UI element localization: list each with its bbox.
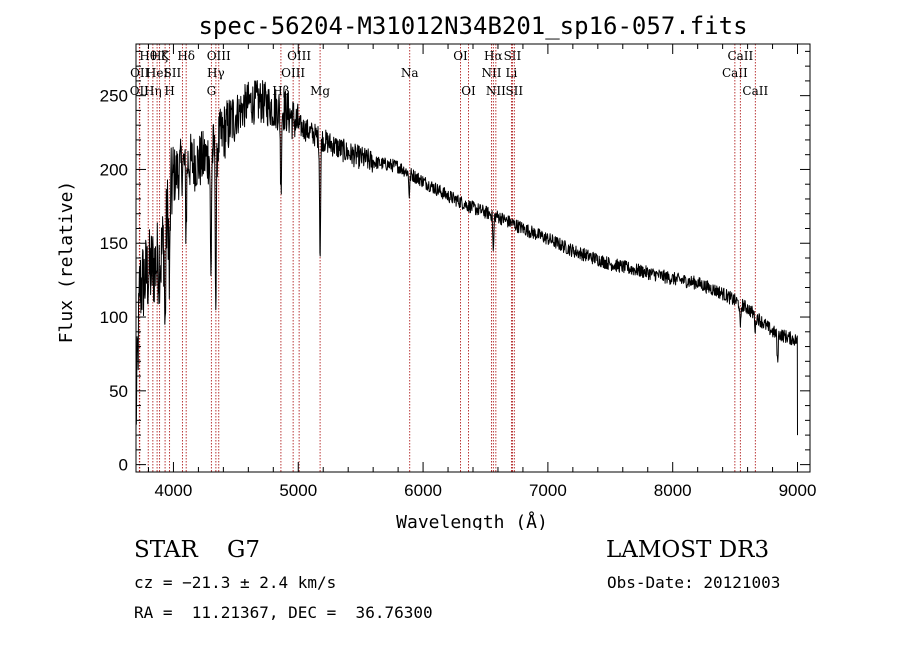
line-marker-label: HeI: [146, 66, 169, 80]
line-marker-label: K: [161, 49, 171, 63]
y-tick-label: 0: [119, 456, 128, 475]
y-tick-label: 100: [100, 308, 128, 327]
sky-coordinates: RA = 11.21367, DEC = 36.76300: [134, 603, 433, 622]
line-marker-label: Hζ: [151, 49, 168, 63]
line-marker-label: OI: [461, 84, 476, 98]
observation-date: Obs-Date: 20121003: [607, 573, 781, 592]
line-marker-label: SII: [164, 66, 182, 80]
line-marker-label: OIII: [281, 66, 305, 80]
line-marker-label: OII: [130, 66, 150, 80]
x-tick-label: 7000: [529, 481, 567, 500]
line-marker-label: Hη: [144, 84, 162, 98]
spectrum-chart: spec-56204-M31012N34B201_sp16-057.fits O…: [56, 12, 817, 530]
x-tick-label: 9000: [779, 481, 817, 500]
y-tick-label: 200: [100, 160, 128, 179]
line-marker-label: CaII: [742, 84, 768, 98]
line-marker-label: Hγ: [207, 66, 225, 80]
line-marker-label: Na: [401, 66, 419, 80]
survey-name: LAMOST DR3: [606, 537, 770, 563]
line-marker-label: CaII: [727, 49, 753, 63]
line-marker-label: Hα: [484, 49, 503, 63]
x-axis-label: Wavelength (Å): [396, 511, 548, 530]
spectrum-series: [135, 80, 798, 436]
line-marker-label: Li: [506, 66, 518, 80]
line-marker-label: Mg: [310, 84, 330, 98]
line-marker-label: G: [207, 84, 217, 98]
spectral-line-markers: OIIOIIHθHηHeIHζKHSIIHδGHγOIIIHβOIIIOIIIM…: [130, 44, 768, 472]
line-marker-label: H: [164, 84, 174, 98]
line-marker-label: OIII: [207, 49, 231, 63]
line-marker-label: SII: [504, 49, 522, 63]
x-tick-label: 6000: [404, 481, 442, 500]
line-marker-label: SII: [505, 84, 523, 98]
y-tick-label: 150: [100, 234, 128, 253]
line-marker-label: CaII: [722, 66, 748, 80]
chart-title: spec-56204-M31012N34B201_sp16-057.fits: [198, 12, 747, 40]
x-tick-label: 5000: [279, 481, 317, 500]
y-tick-label: 250: [100, 87, 128, 106]
y-axis-label: Flux (relative): [56, 181, 77, 344]
line-marker-label: OIII: [287, 49, 311, 63]
y-tick-label: 50: [109, 382, 128, 401]
line-marker-label: OI: [453, 49, 468, 63]
object-classification: STAR G7: [134, 537, 261, 563]
redshift-velocity: cz = −21.3 ± 2.4 km/s: [134, 573, 337, 592]
line-marker-label: NII: [486, 84, 506, 98]
line-marker-label: Hδ: [177, 49, 195, 63]
x-tick-label: 4000: [155, 481, 193, 500]
line-marker-label: OII: [130, 84, 150, 98]
line-marker-label: NII: [481, 66, 501, 80]
plot-axes: 4000 5000 6000 7000 8000 9000 0 50 100 150 200 250: [100, 43, 817, 500]
spectrum-line: [135, 80, 798, 436]
x-tick-label: 8000: [654, 481, 692, 500]
